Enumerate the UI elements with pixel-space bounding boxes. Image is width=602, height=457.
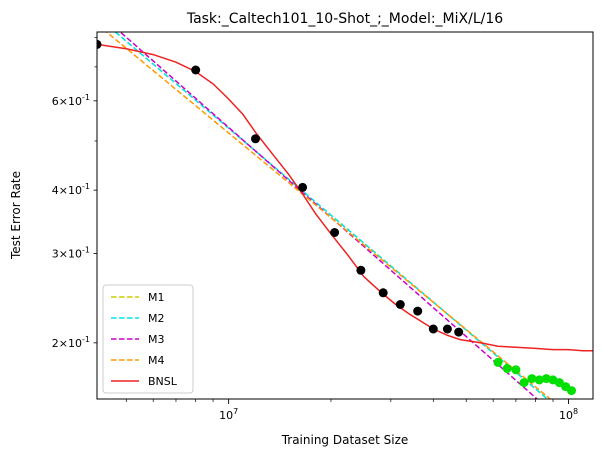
legend-label-m1: M1 bbox=[148, 291, 165, 304]
fit-point-6 bbox=[379, 288, 388, 297]
legend-label-m4: M4 bbox=[148, 354, 165, 367]
legend: M1 M2 M3 M4 BNSL bbox=[103, 285, 193, 393]
x-axis-label: Training Dataset Size bbox=[281, 433, 409, 447]
chart-title: Task:_Caltech101_10-Shot_;_Model:_MiX/L/… bbox=[186, 11, 503, 27]
fit-point-2 bbox=[251, 134, 260, 143]
fit-point-5 bbox=[356, 266, 365, 275]
heldout-point-2 bbox=[511, 365, 520, 374]
heldout-point-0 bbox=[494, 358, 503, 367]
heldout-point-10 bbox=[567, 386, 576, 395]
legend-label-m3: M3 bbox=[148, 333, 165, 346]
fit-point-10 bbox=[443, 325, 452, 334]
fit-point-7 bbox=[396, 300, 405, 309]
legend-label-m2: M2 bbox=[148, 312, 165, 325]
fit-point-1 bbox=[191, 66, 200, 75]
fit-point-9 bbox=[429, 325, 438, 334]
fit-point-11 bbox=[454, 328, 463, 337]
fit-point-4 bbox=[330, 228, 339, 237]
legend-label-bnsl: BNSL bbox=[148, 375, 178, 388]
heldout-point-3 bbox=[520, 378, 529, 387]
heldout-point-1 bbox=[503, 364, 512, 373]
y-axis-label: Test Error Rate bbox=[9, 171, 23, 260]
fit-point-3 bbox=[298, 183, 307, 192]
fit-point-8 bbox=[413, 307, 422, 316]
